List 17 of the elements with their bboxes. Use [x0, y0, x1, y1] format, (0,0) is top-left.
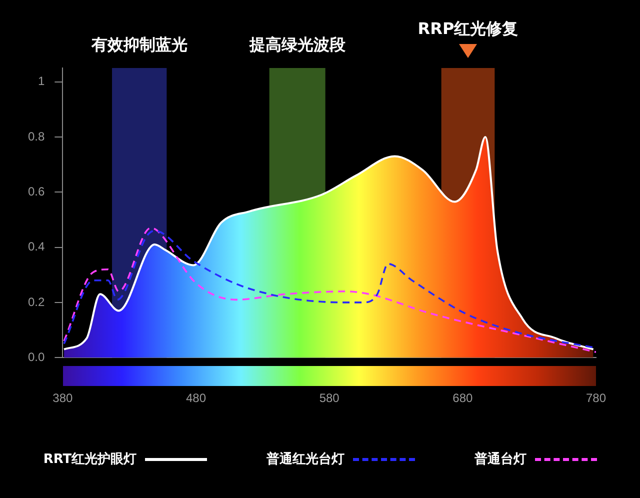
y-tick-label: 0.6: [28, 184, 45, 198]
y-tick-label: 1: [38, 74, 45, 88]
legend-label: RRT红光护眼灯: [43, 450, 137, 468]
band-label: 提高绿光波段: [248, 35, 346, 54]
y-tick-label: 0.0: [28, 350, 45, 364]
x-tick-label: 480: [186, 391, 206, 406]
x-tick-label: 380: [52, 391, 74, 406]
y-tick-label: 0.8: [28, 129, 45, 144]
legend-label: 普通红光台灯: [266, 450, 345, 468]
x-tick-label: 780: [586, 391, 606, 406]
band-label: RRP红光修复: [418, 19, 518, 38]
x-tick-label: 580: [319, 391, 340, 406]
y-tick-label: 0.2: [28, 294, 45, 309]
y-tick-label: 0.4: [28, 240, 45, 254]
x-tick-label: 680: [452, 391, 473, 406]
band-label: 有效抑制蓝光: [90, 35, 188, 54]
legend-label: 普通台灯: [474, 450, 527, 468]
